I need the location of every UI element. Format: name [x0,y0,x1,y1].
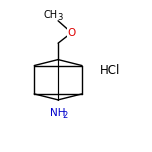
Text: 2: 2 [62,111,67,120]
Text: HCl: HCl [100,64,121,76]
Text: O: O [67,28,76,38]
Text: CH: CH [43,10,57,20]
Text: NH: NH [50,108,66,118]
Text: 3: 3 [58,13,63,22]
